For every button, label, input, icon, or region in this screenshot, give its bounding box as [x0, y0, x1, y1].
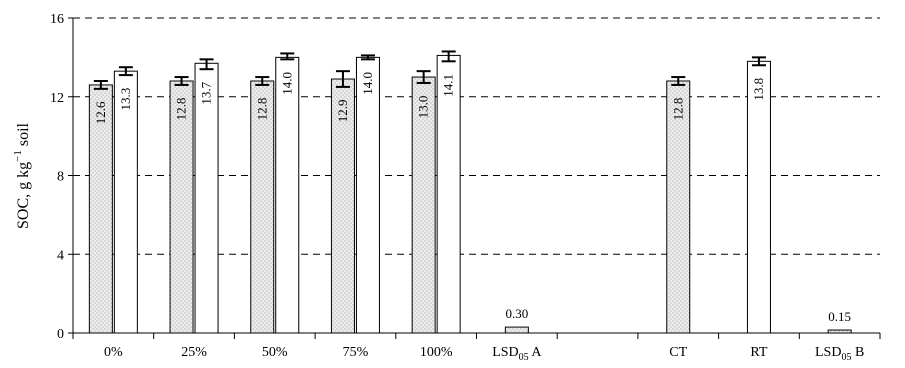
data-label: 14.0	[360, 72, 375, 95]
data-label: 12.8	[670, 98, 685, 121]
data-label: 12.6	[93, 101, 108, 124]
x-category-label: 50%	[262, 345, 288, 360]
y-tick-label: 0	[57, 327, 64, 342]
data-label: 13.3	[118, 88, 133, 111]
bar	[275, 56, 300, 334]
data-label: 12.8	[174, 98, 189, 121]
data-label: 0.30	[505, 306, 528, 321]
data-label: 12.8	[254, 98, 269, 121]
x-category-label: 0%	[104, 345, 123, 360]
labels: 0 4 8 12 16 12.6 13.3 0% 12.8 13.7 25% 12.8 14.0 50% 1…	[50, 12, 864, 363]
x-category-label: 100%	[420, 345, 453, 360]
bars	[88, 50, 852, 334]
x-category-label: RT	[750, 345, 767, 360]
data-label: 0.15	[828, 309, 851, 324]
data-label: 12.9	[335, 100, 350, 123]
y-axis-title: SOC, g kg−1 soil	[12, 122, 32, 229]
x-category-label: LSD05 A	[492, 345, 542, 363]
data-label: 13.8	[751, 78, 766, 101]
x-category-label: 25%	[181, 345, 207, 360]
bar	[355, 56, 380, 334]
bar	[746, 60, 771, 334]
data-label: 14.0	[279, 72, 294, 95]
axes	[68, 17, 881, 339]
y-tick-label: 8	[57, 170, 64, 185]
x-category-label: 75%	[343, 345, 369, 360]
data-label: 13.0	[416, 96, 431, 119]
y-tick-label: 16	[50, 12, 64, 27]
x-category-label: CT	[669, 345, 687, 360]
x-category-label: LSD05 B	[815, 345, 864, 363]
y-tick-label: 12	[50, 91, 64, 106]
bar	[504, 326, 529, 334]
data-label: 13.7	[199, 81, 214, 104]
y-tick-label: 4	[57, 248, 64, 263]
data-label: 14.1	[441, 74, 456, 97]
